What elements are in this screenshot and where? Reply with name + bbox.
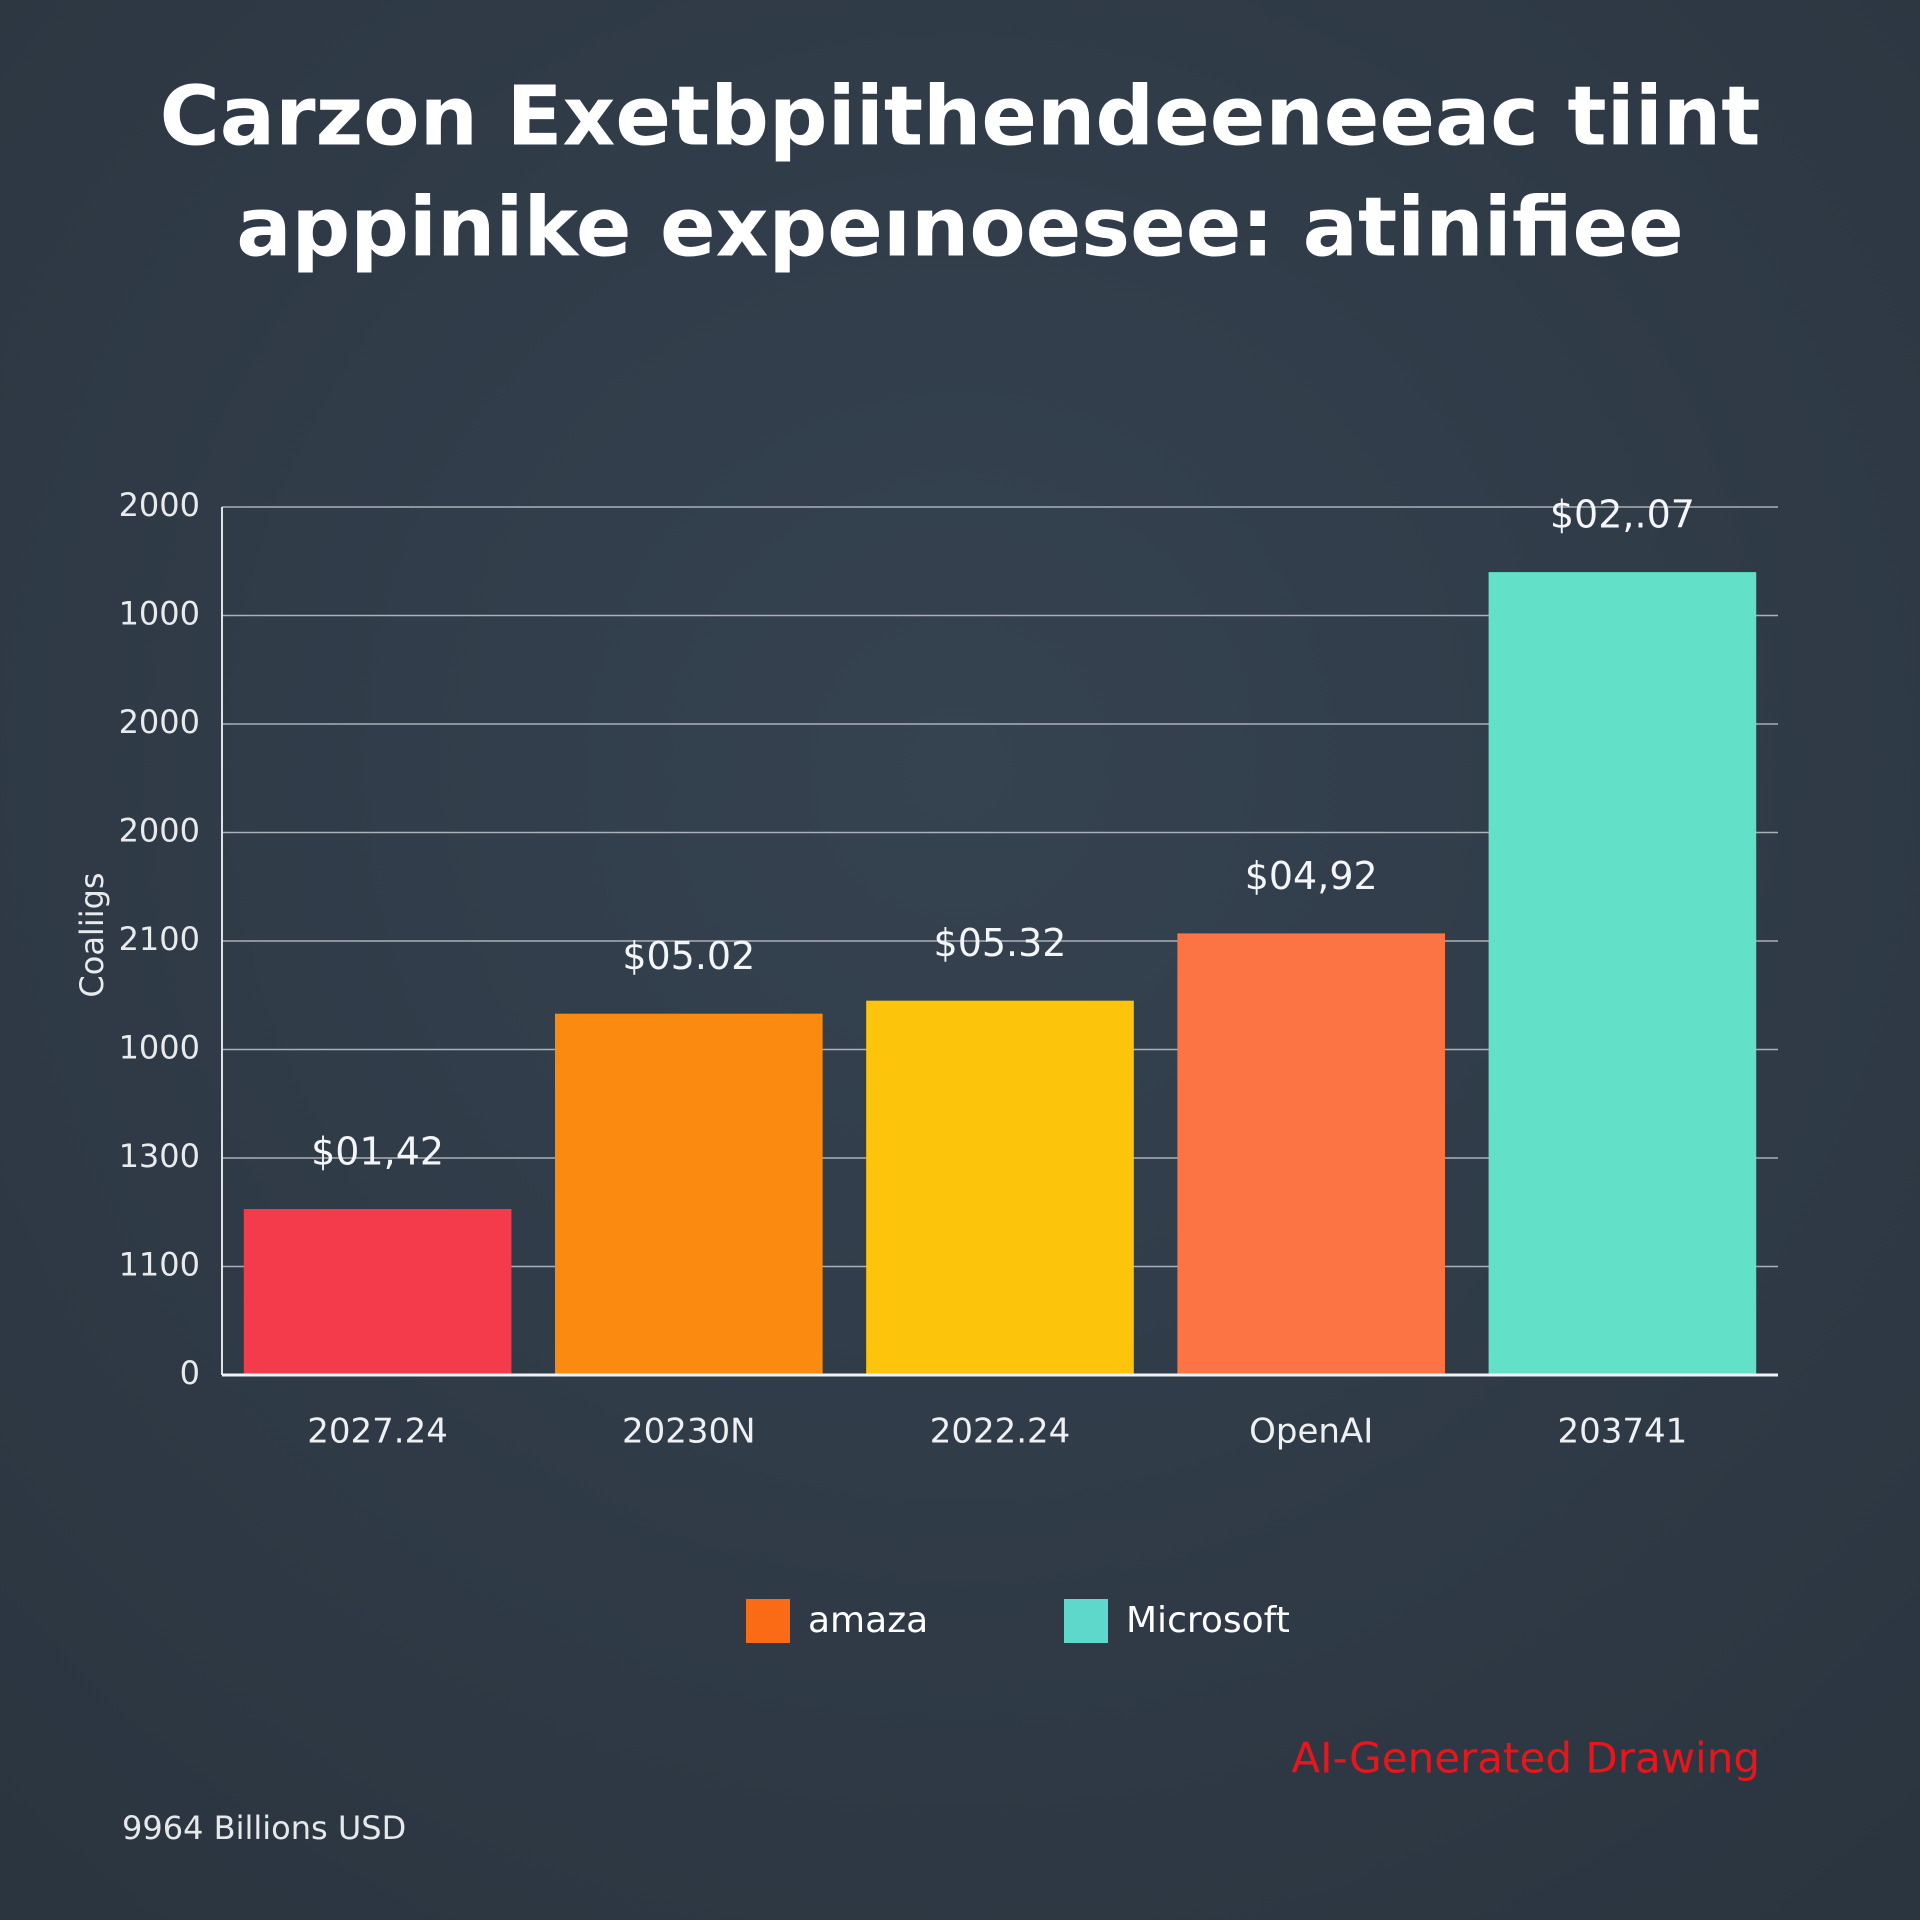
chart-title: Carzon Exetbpiithendeeneeac tiint [160, 69, 1761, 164]
y-tick-label: 2000 [119, 486, 200, 524]
x-tick-label: 20230N [622, 1412, 756, 1452]
bar [554, 1013, 823, 1375]
bar [1177, 933, 1446, 1375]
data-label: $05.02 [622, 934, 755, 978]
footnote: 9964 Billions USD [122, 1809, 406, 1847]
y-tick-label: 1300 [119, 1137, 200, 1175]
y-tick-label: 1000 [119, 1029, 200, 1067]
y-tick-label: 1000 [119, 595, 200, 633]
bar [866, 1000, 1134, 1375]
legend-swatch [746, 1599, 790, 1643]
data-label: $02,.07 [1550, 493, 1695, 537]
y-tick-label: 2000 [119, 812, 200, 850]
y-tick-label: 1100 [119, 1246, 200, 1284]
data-label: $04,92 [1245, 854, 1378, 898]
x-tick-label: OpenAI [1249, 1412, 1373, 1452]
chart-title: appinike expeınoesee: atinifiee [236, 180, 1684, 275]
legend-label: amaza [808, 1600, 928, 1641]
x-tick-label: 2022.24 [930, 1412, 1071, 1452]
watermark: AI-Generated Drawing [1291, 1734, 1760, 1783]
y-tick-label: 2000 [119, 703, 200, 741]
y-axis-label: Coaliigs [73, 872, 111, 997]
x-tick-label: 203741 [1558, 1412, 1688, 1452]
legend-swatch [1064, 1599, 1108, 1643]
y-tick-label: 2100 [119, 920, 200, 958]
data-label: $05.32 [934, 921, 1067, 965]
bar [243, 1208, 512, 1375]
x-tick-label: 2027.24 [307, 1412, 448, 1452]
data-label: $01,42 [311, 1129, 444, 1173]
bar [1488, 572, 1757, 1375]
y-tick-label: 0 [180, 1354, 200, 1392]
legend-label: Microsoft [1126, 1600, 1290, 1641]
